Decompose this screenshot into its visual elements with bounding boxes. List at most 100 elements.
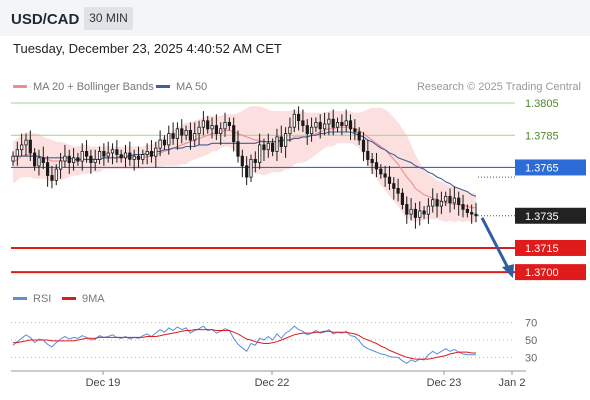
ma20-legend-swatch bbox=[13, 85, 27, 88]
candle-body bbox=[240, 155, 244, 167]
support-label-box-4 bbox=[515, 239, 586, 256]
candle bbox=[470, 204, 474, 224]
candle bbox=[188, 122, 192, 150]
candle bbox=[409, 198, 413, 221]
candle-body bbox=[357, 131, 361, 141]
candle-body bbox=[141, 154, 145, 160]
support-label-4: 1.3715 bbox=[525, 243, 559, 255]
candle-body bbox=[145, 150, 149, 155]
candle bbox=[413, 202, 418, 229]
candle-body bbox=[383, 173, 387, 178]
candle bbox=[59, 152, 63, 179]
candle bbox=[232, 117, 236, 152]
candle-body bbox=[253, 158, 257, 163]
candle bbox=[154, 141, 158, 168]
rsi-legend-swatch bbox=[13, 297, 27, 300]
candle-body bbox=[210, 125, 214, 130]
candle-body bbox=[167, 133, 171, 146]
candle bbox=[374, 152, 379, 178]
candle bbox=[258, 133, 262, 170]
candle-body bbox=[72, 157, 76, 164]
candle-body bbox=[435, 199, 439, 207]
candle bbox=[162, 135, 167, 150]
candle-body bbox=[80, 150, 84, 162]
candle bbox=[193, 122, 197, 147]
resistance-label-0: 1.3805 bbox=[525, 98, 559, 110]
candle bbox=[275, 128, 279, 162]
candle bbox=[67, 149, 71, 174]
candle-body bbox=[123, 152, 128, 159]
candle-body bbox=[171, 133, 175, 139]
candle bbox=[340, 114, 344, 136]
candle bbox=[396, 178, 400, 202]
forecast-arrow-layer bbox=[480, 217, 514, 279]
candle bbox=[327, 112, 331, 136]
candle-body bbox=[296, 113, 301, 122]
candle bbox=[89, 149, 93, 174]
forecast-arrow-shaft bbox=[480, 217, 510, 269]
candle-body bbox=[162, 139, 167, 146]
candle-body bbox=[370, 158, 374, 163]
candle-body bbox=[11, 155, 15, 162]
symbol-title: USD/CAD bbox=[11, 11, 80, 28]
candle bbox=[123, 144, 128, 168]
candle-body bbox=[387, 176, 392, 184]
candle-body bbox=[102, 150, 106, 157]
candle-body bbox=[115, 149, 119, 155]
candle bbox=[227, 117, 231, 131]
candle bbox=[353, 119, 357, 141]
candle-body bbox=[409, 208, 413, 215]
candle bbox=[110, 143, 115, 165]
timestamp: Tuesday, December 23, 2025 4:40:52 AM CE… bbox=[13, 41, 282, 56]
candle bbox=[37, 149, 41, 176]
candle-body bbox=[37, 157, 41, 167]
candlestick-layer bbox=[11, 106, 478, 229]
candle-body bbox=[249, 158, 253, 178]
candle bbox=[24, 133, 28, 157]
candle bbox=[322, 112, 327, 136]
candle-body bbox=[41, 157, 45, 164]
candle bbox=[301, 109, 305, 133]
candle bbox=[20, 133, 24, 157]
pivot-label-box bbox=[515, 159, 586, 176]
candle-body bbox=[444, 195, 448, 202]
x-tick-label-2: Dec 23 bbox=[427, 377, 462, 389]
candle-body bbox=[193, 133, 197, 141]
ma50-legend-swatch bbox=[156, 85, 170, 88]
candle bbox=[370, 152, 374, 174]
candle bbox=[171, 122, 175, 145]
candle-body bbox=[470, 212, 474, 215]
candle-body bbox=[279, 136, 283, 147]
candle bbox=[448, 188, 452, 213]
candle-body bbox=[426, 205, 431, 215]
candle bbox=[426, 198, 431, 224]
candle-body bbox=[85, 150, 89, 157]
rsi-panel: 70 50 30 bbox=[11, 318, 537, 364]
candle bbox=[262, 138, 266, 162]
candle bbox=[379, 164, 383, 179]
candle bbox=[305, 119, 309, 145]
candle-body bbox=[54, 168, 58, 181]
candle-body bbox=[283, 133, 288, 147]
candle-body bbox=[331, 118, 335, 128]
price-level-layer: 1.3805 1.3785 1.3765 1.3735 1.3715 1.3700 bbox=[11, 98, 586, 281]
candle bbox=[309, 117, 314, 142]
candle bbox=[335, 117, 340, 133]
candle-body bbox=[400, 192, 405, 205]
candle-body bbox=[197, 126, 201, 134]
ma50-legend-label: MA 50 bbox=[176, 81, 207, 93]
candle bbox=[439, 191, 444, 215]
candle bbox=[452, 186, 457, 210]
candle-body bbox=[292, 113, 296, 128]
candle bbox=[400, 188, 405, 210]
candle bbox=[279, 125, 283, 153]
candle bbox=[240, 149, 244, 178]
candle bbox=[348, 114, 353, 141]
timeframe-button[interactable]: 30 MIN bbox=[84, 7, 133, 30]
candle bbox=[72, 148, 76, 171]
x-tick-label-1: Dec 22 bbox=[255, 377, 290, 389]
candle-body bbox=[474, 213, 478, 217]
candle-body bbox=[266, 142, 270, 151]
candle bbox=[206, 115, 210, 134]
candle bbox=[418, 201, 422, 226]
